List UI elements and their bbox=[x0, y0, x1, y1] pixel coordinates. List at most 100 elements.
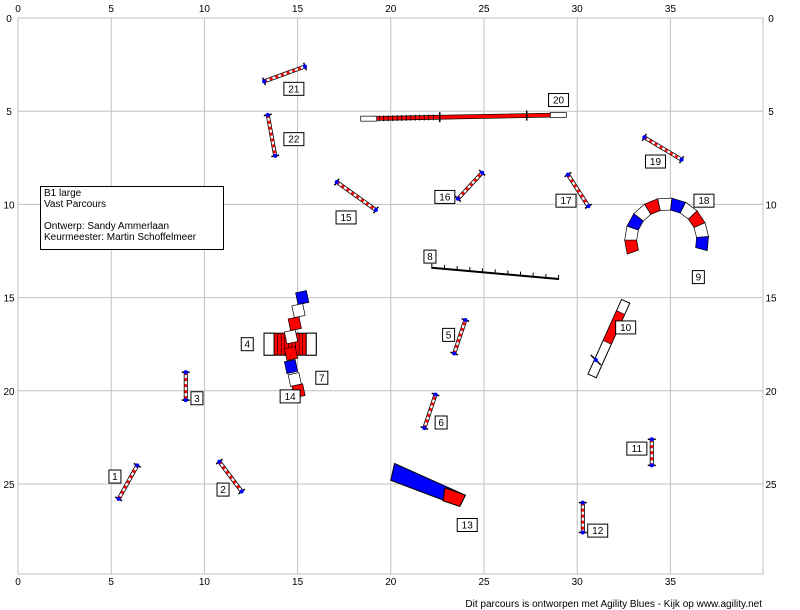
x-tick-label-top: 20 bbox=[385, 4, 397, 15]
tunnel-segment bbox=[295, 290, 310, 306]
tunnel-end bbox=[305, 332, 317, 356]
jump-11 bbox=[647, 437, 656, 468]
jump-bar-base bbox=[453, 319, 467, 354]
jump-21 bbox=[261, 62, 308, 86]
funnel-mouth bbox=[442, 487, 467, 507]
jump-post bbox=[642, 135, 647, 140]
tunnel-funnel-13 bbox=[390, 462, 467, 507]
jump-bar-base bbox=[423, 394, 437, 429]
number-label-22: 22 bbox=[288, 135, 300, 146]
number-box-9 bbox=[691, 270, 705, 285]
footer-credit: Dit parcours is ontworpen met Agility Bl… bbox=[465, 599, 762, 610]
number-box-14 bbox=[279, 389, 301, 404]
jump-post bbox=[580, 500, 585, 505]
walk-contact bbox=[360, 115, 378, 122]
number-label-18: 18 bbox=[698, 196, 710, 207]
tunnel-segment bbox=[284, 329, 299, 345]
number-label-1: 1 bbox=[112, 472, 118, 483]
y-tick-label-left: 10 bbox=[3, 200, 15, 211]
jump-bar-stripes bbox=[336, 181, 377, 211]
x-tick-label-top: 0 bbox=[15, 4, 21, 15]
obstacles bbox=[114, 62, 709, 535]
number-label-5: 5 bbox=[446, 330, 452, 341]
jump-post bbox=[373, 207, 378, 212]
jump-post bbox=[679, 157, 684, 162]
jump-post bbox=[433, 392, 438, 397]
number-label-15: 15 bbox=[341, 213, 353, 224]
jump-19 bbox=[641, 133, 685, 164]
y-tick-label-left: 15 bbox=[3, 294, 15, 305]
x-tick-label-top: 25 bbox=[478, 4, 490, 15]
jump-5 bbox=[450, 317, 470, 356]
x-tick-label-bottom: 20 bbox=[385, 577, 397, 588]
number-label-2: 2 bbox=[220, 485, 226, 496]
number-box-21 bbox=[283, 81, 305, 96]
jump-post bbox=[455, 196, 460, 201]
number-label-8: 8 bbox=[427, 252, 433, 263]
jump-post bbox=[422, 426, 427, 431]
x-tick-label-bottom: 15 bbox=[292, 577, 304, 588]
jump-post bbox=[303, 64, 308, 69]
number-box-5 bbox=[442, 327, 456, 342]
jump-3 bbox=[181, 370, 190, 403]
jump-post bbox=[649, 463, 654, 468]
jump-post bbox=[334, 180, 339, 185]
jump-12 bbox=[578, 500, 587, 535]
number-label-17: 17 bbox=[560, 196, 572, 207]
number-box-19 bbox=[644, 154, 666, 169]
number-box-16 bbox=[434, 189, 456, 204]
y-tick-label-left: 5 bbox=[6, 107, 12, 118]
jump-post bbox=[239, 489, 244, 494]
number-box-3 bbox=[190, 391, 204, 406]
jump-17 bbox=[564, 171, 593, 210]
jump-15 bbox=[333, 178, 379, 214]
jump-bar-stripes bbox=[117, 464, 139, 500]
tunnel-end bbox=[263, 332, 275, 356]
x-tick-label-bottom: 35 bbox=[665, 577, 677, 588]
number-label-21: 21 bbox=[288, 84, 300, 95]
jump-post bbox=[565, 172, 570, 177]
number-box-11 bbox=[626, 441, 648, 456]
walk-20 bbox=[360, 110, 567, 123]
number-label-9: 9 bbox=[696, 273, 702, 284]
number-box-20 bbox=[548, 93, 570, 108]
jump-post bbox=[183, 370, 188, 375]
number-label-6: 6 bbox=[438, 418, 444, 429]
designer-label: Ontwerp: Sandy Ammerlaan bbox=[44, 221, 170, 232]
tunnel-10 bbox=[587, 298, 631, 379]
tunnel-segment bbox=[624, 239, 639, 255]
tunnel-segment bbox=[284, 346, 299, 361]
number-label-16: 16 bbox=[439, 192, 451, 203]
grid bbox=[17, 17, 764, 575]
x-tick-label-bottom: 25 bbox=[478, 577, 490, 588]
jump-bar-base bbox=[457, 171, 484, 200]
number-box-4 bbox=[240, 337, 254, 352]
y-tick-label-right: 0 bbox=[768, 14, 774, 25]
jump-bar-stripes bbox=[263, 65, 306, 83]
y-tick-label-left: 20 bbox=[3, 387, 15, 398]
tunnel-mark-dot bbox=[593, 357, 598, 362]
number-box-18 bbox=[693, 193, 715, 208]
x-tick-label-bottom: 0 bbox=[15, 577, 21, 588]
number-box-7 bbox=[315, 370, 329, 385]
x-tick-label-bottom: 5 bbox=[108, 577, 114, 588]
tunnel-curve-7 bbox=[284, 290, 310, 399]
course-type-label: Vast Parcours bbox=[44, 199, 107, 210]
jump-post bbox=[135, 463, 140, 468]
jump-bar-stripes bbox=[566, 173, 590, 207]
jump-post bbox=[649, 437, 654, 442]
x-tick-label-top: 35 bbox=[665, 4, 677, 15]
y-tick-label-right: 25 bbox=[765, 480, 777, 491]
jump-post bbox=[265, 112, 270, 117]
number-box-8 bbox=[423, 249, 437, 264]
number-box-13 bbox=[456, 518, 478, 533]
x-tick-label-bottom: 30 bbox=[572, 577, 584, 588]
number-label-11: 11 bbox=[632, 444, 643, 455]
x-tick-label-top: 5 bbox=[108, 4, 114, 15]
judge-label: Keurmeester: Martin Schoffelmeer bbox=[44, 232, 197, 243]
course-info-box: B1 large Vast Parcours Ontwerp: Sandy Am… bbox=[40, 186, 224, 250]
tunnel-segment bbox=[287, 316, 302, 332]
jump-post bbox=[463, 317, 468, 322]
class-label: B1 large bbox=[44, 188, 82, 199]
